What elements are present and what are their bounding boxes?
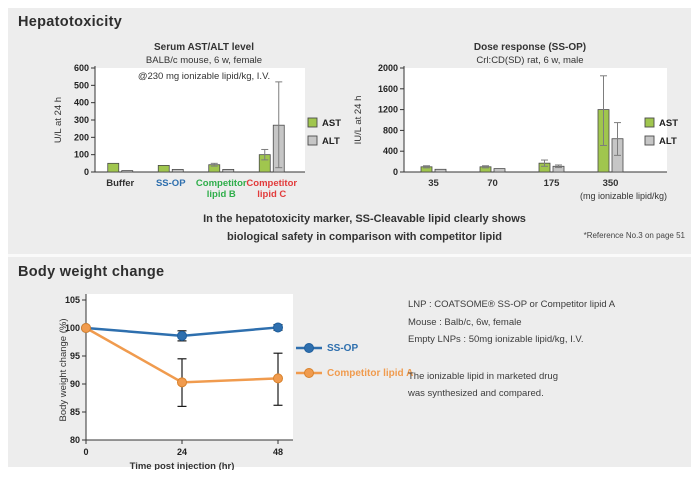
y-tick-label: 85	[70, 407, 80, 417]
bar-alt-0	[434, 168, 447, 173]
y-tick-label: 0	[393, 167, 398, 177]
legend-marker-point	[304, 368, 314, 378]
ast-legend-swatch	[307, 117, 318, 128]
category-label: Buffer	[106, 178, 134, 189]
body-weight-legend: SS-OP Competitor lipid A	[296, 342, 413, 392]
section-hepatotoxicity-title: Hepatotoxicity	[18, 14, 123, 30]
point-ss-op-24	[177, 330, 187, 341]
statement-line2: biological safety in comparison with com…	[226, 231, 503, 243]
note-line2: was synthesized and compared.	[408, 388, 544, 399]
bar-alt-1	[171, 168, 184, 173]
legend-label-ssop: SS-OP	[327, 342, 359, 354]
dose-response-chart: Dose response (SS-OP) Crl:CD(SD) rat, 6 w…	[348, 36, 691, 206]
y-tick-label: 95	[70, 351, 80, 361]
chart-annotation: @230 mg ionizable lipid/kg, I.V.	[138, 71, 270, 82]
legend-label-competitor: Competitor lipid A	[327, 367, 414, 379]
x-axis-label: Time post injection (hr)	[130, 461, 235, 470]
bar-alt-0	[121, 170, 134, 173]
ast-legend-label: AST	[322, 118, 341, 129]
category-label: lipid C	[257, 189, 286, 200]
y-tick-label: 100	[65, 323, 80, 333]
chart-subtitle: BALB/c mouse, 6 w, female	[146, 55, 262, 66]
legend-marker-point	[304, 343, 314, 353]
point-ss-op-48	[273, 322, 283, 333]
section-bodyweight-title: Body weight change	[18, 264, 165, 280]
detail-mouse: Mouse : Balb/c, 6w, female	[408, 316, 522, 328]
note-line1: The ionizable lipid in marketed drug	[408, 370, 558, 382]
experiment-details: LNP : COATSOME® SS-OP or Competitor lipi…	[408, 296, 615, 403]
point-competitor-lipid-a-24	[177, 377, 187, 388]
y-tick-label: 200	[74, 132, 89, 142]
ast-legend-label: AST	[659, 118, 678, 129]
y-tick-label: 500	[74, 80, 89, 90]
x-tick-label: 24	[177, 447, 187, 457]
legend-item-ssop: SS-OP	[296, 342, 413, 354]
competitor-line-marker-icon	[296, 368, 322, 378]
plot-background	[86, 294, 293, 440]
body-weight-change-svg: 80 85 90 95 100 105 0 24 48 Time post injection (…	[58, 294, 293, 472]
category-label: Competitor	[246, 178, 297, 189]
y-tick-label: 400	[383, 146, 398, 156]
y-axis-label: U/L at 24 h	[53, 97, 64, 143]
bar-ast-1	[157, 165, 170, 173]
category-label: SS-OP	[156, 178, 186, 189]
y-tick-label: 400	[74, 98, 89, 108]
category-label: 175	[544, 178, 561, 189]
category-label: lipid B	[207, 189, 236, 200]
statement-line1: In the hepatotoxicity marker, SS-Cleavab…	[203, 213, 526, 225]
detail-empty-lnps: Empty LNPs : 50mg ionizable lipid/kg, I.…	[408, 334, 584, 345]
x-tick-label: 0	[83, 447, 88, 457]
y-axis-label: IU/L at 24 h	[353, 96, 364, 145]
y-tick-label: 100	[74, 150, 89, 160]
alt-legend-label: ALT	[322, 136, 340, 147]
content-panel: Hepatotoxicity Serum AST/ALT level BALB/c…	[8, 8, 691, 472]
y-tick-label: 800	[383, 125, 398, 135]
ssop-line-marker-icon	[296, 343, 322, 353]
y-tick-label: 2000	[378, 63, 398, 73]
category-label: 350	[603, 178, 619, 189]
bar-ast-0	[107, 162, 120, 173]
reference-note: *Reference No.3 on page 51	[583, 231, 685, 240]
category-label: Competitor	[196, 178, 247, 189]
chart-title: Serum AST/ALT level	[154, 42, 254, 53]
chart-subtitle: Crl:CD(SD) rat, 6 w, male	[476, 55, 583, 66]
legend-item-competitor: Competitor lipid A	[296, 367, 413, 379]
ast-legend-swatch	[644, 117, 655, 128]
point-competitor-lipid-a-48	[273, 373, 283, 384]
y-tick-label: 300	[74, 115, 89, 125]
y-tick-label: 105	[65, 295, 80, 305]
bar-alt-1	[493, 168, 506, 173]
alt-legend-label: ALT	[659, 136, 677, 147]
serum-ast-alt-svg: Serum AST/ALT level BALB/c mouse, 6 w, fe…	[53, 42, 341, 200]
category-label: 35	[428, 178, 439, 189]
y-axis-label: Body weight change (%)	[58, 319, 69, 422]
category-label: 70	[487, 178, 498, 189]
section-divider	[8, 254, 691, 257]
y-tick-label: 1200	[378, 105, 398, 115]
x-tick-label: 48	[273, 447, 283, 457]
chart-title: Dose response (SS-OP)	[474, 42, 586, 53]
y-tick-label: 600	[74, 63, 89, 73]
alt-legend-swatch	[307, 135, 318, 146]
serum-ast-alt-chart: Serum AST/ALT level BALB/c mouse, 6 w, fe…	[48, 36, 348, 206]
y-tick-label: 80	[70, 435, 80, 445]
y-tick-label: 1600	[378, 84, 398, 94]
bar-alt-2	[222, 168, 235, 173]
y-tick-label: 0	[84, 167, 89, 177]
detail-lnp: LNP : COATSOME® SS-OP or Competitor lipi…	[408, 299, 616, 310]
x-axis-label: (mg ionizable lipid/kg)	[580, 191, 667, 201]
point-competitor-lipid-a-0	[81, 323, 91, 333]
plot-background	[404, 68, 667, 172]
body-weight-chart: 80 85 90 95 100 105 0 24 48 Time post injection (…	[56, 290, 306, 472]
hepatotoxicity-statement: In the hepatotoxicity marker, SS-Cleavab…	[38, 210, 691, 246]
alt-legend-swatch	[644, 135, 655, 146]
dose-response-svg: Dose response (SS-OP) Crl:CD(SD) rat, 6 w…	[353, 42, 678, 201]
y-tick-label: 90	[70, 379, 80, 389]
